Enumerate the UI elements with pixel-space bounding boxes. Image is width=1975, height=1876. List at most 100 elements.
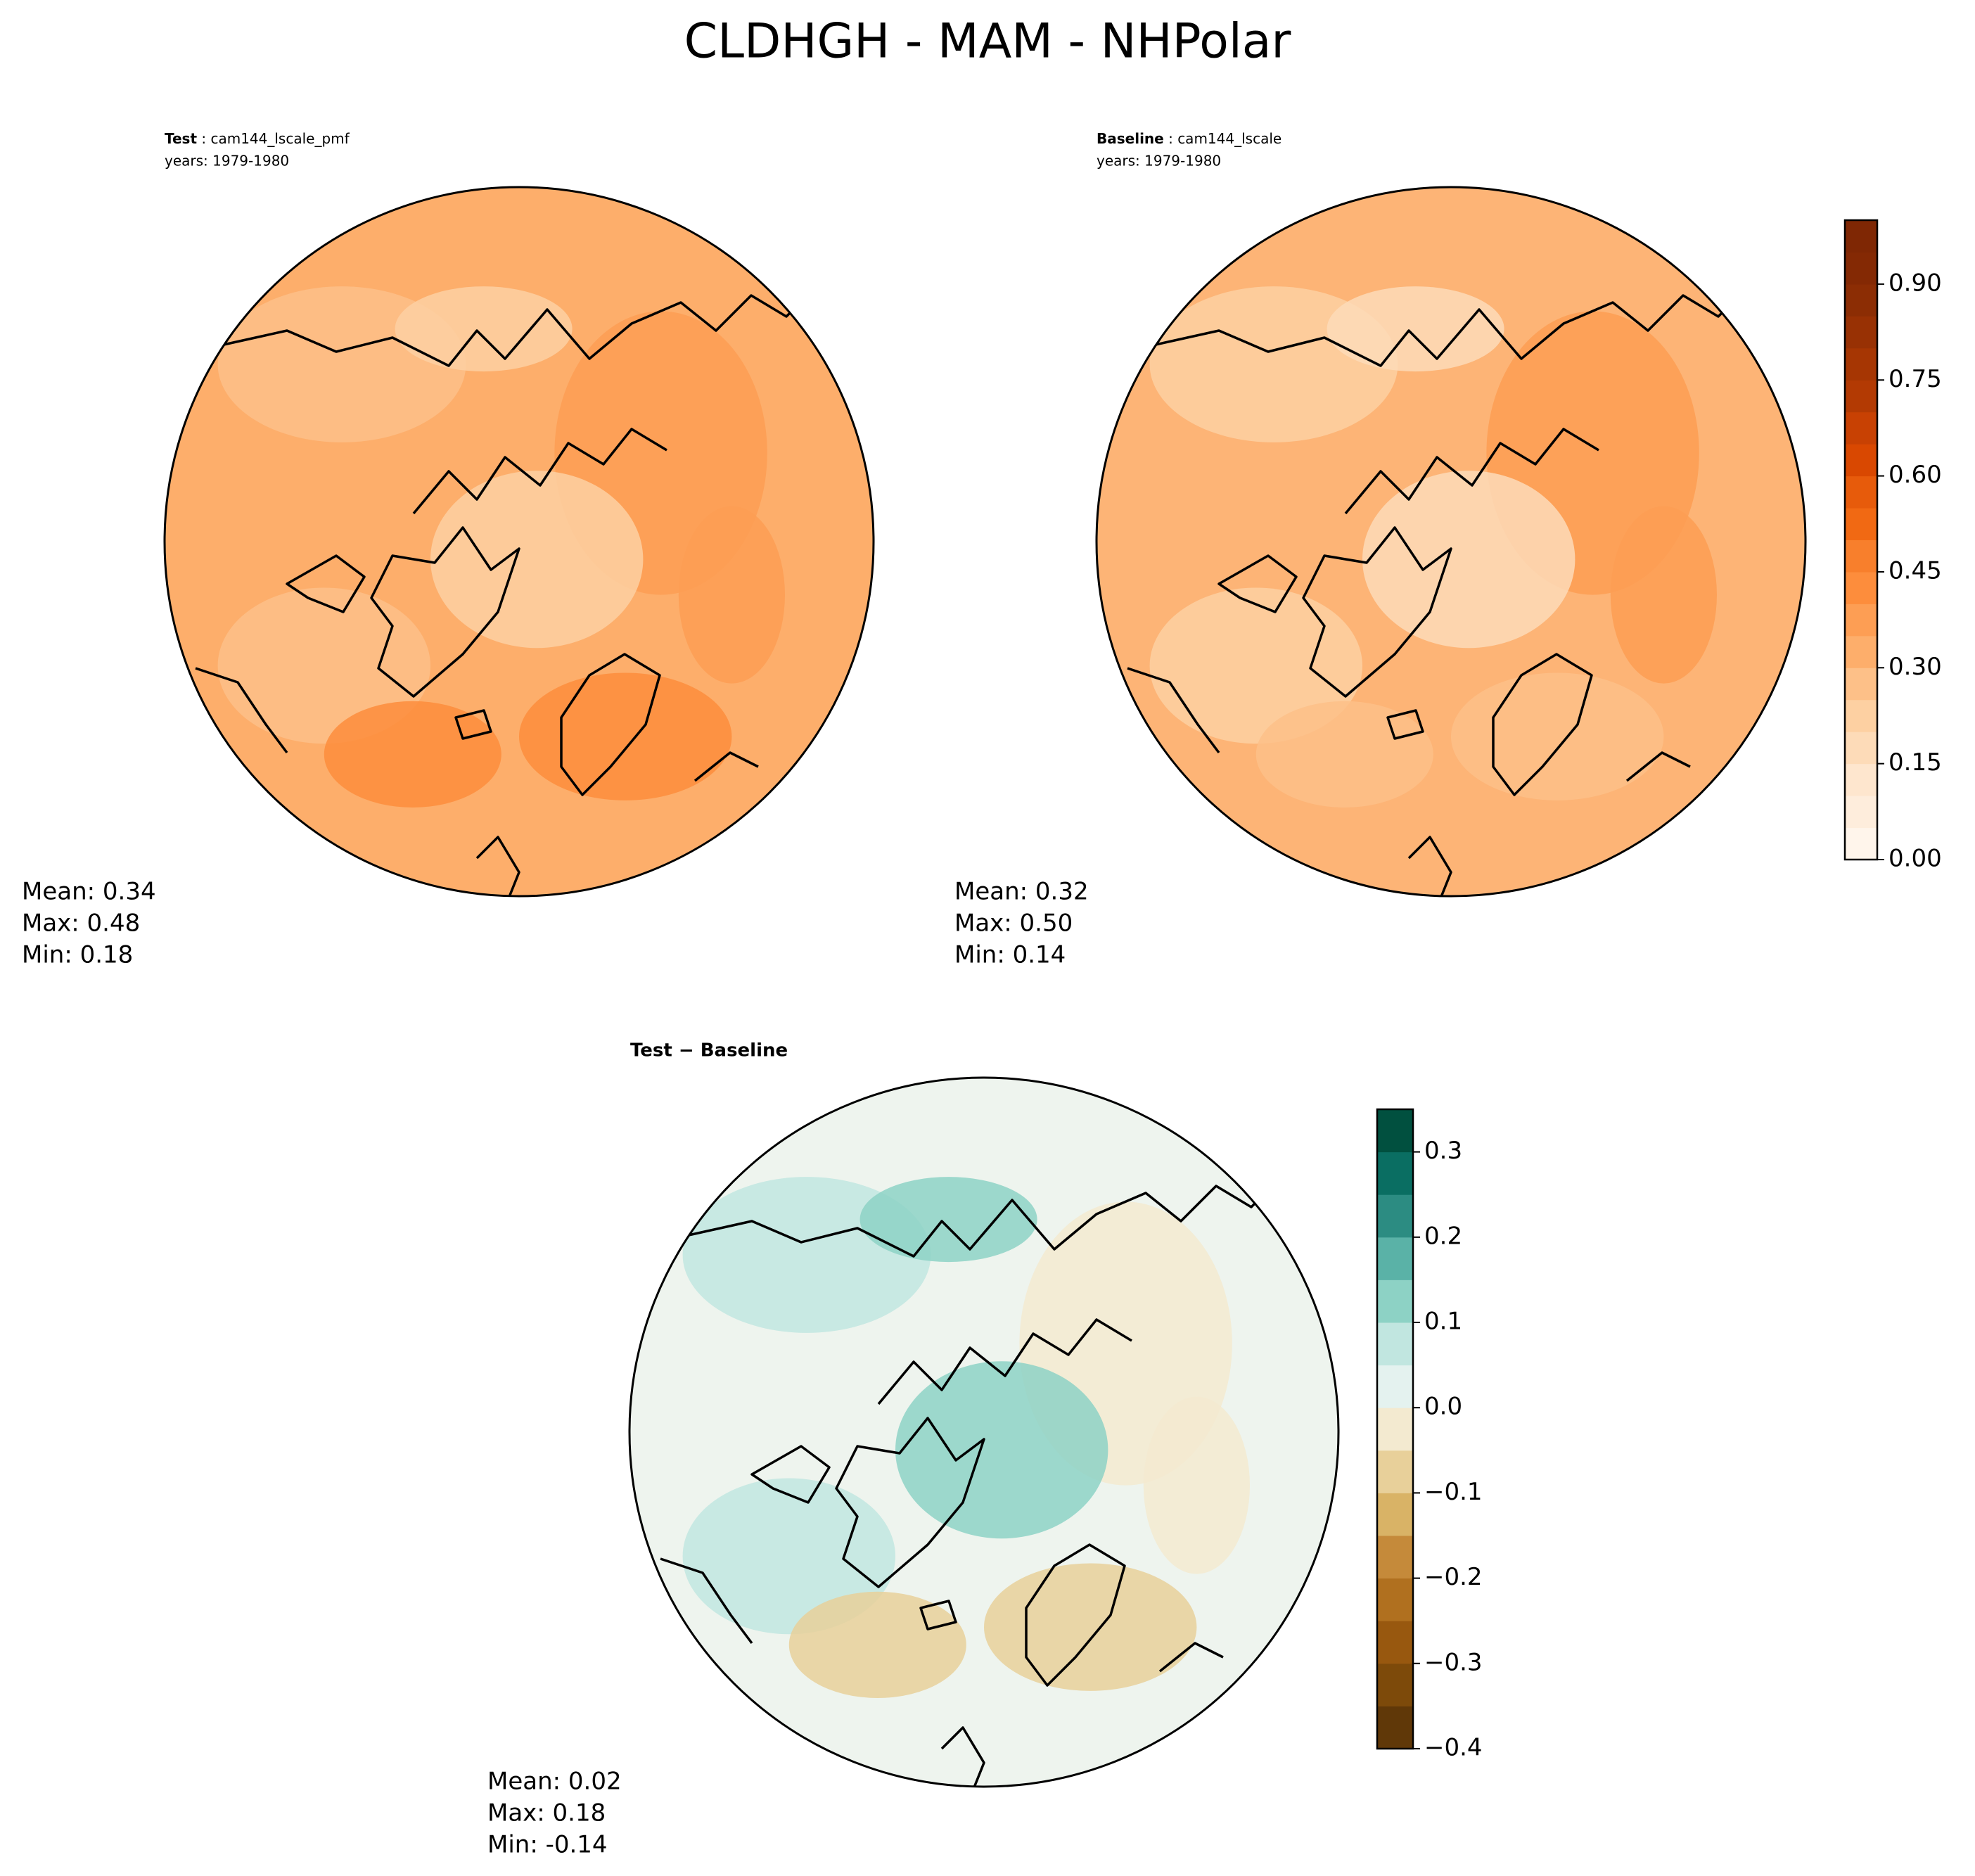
colorbar-band — [1845, 604, 1877, 637]
colorbar-frame — [1376, 1108, 1414, 1750]
panel-label-name: cam144_lscale — [1177, 130, 1281, 147]
colorbar-band — [1377, 1322, 1413, 1366]
colorbar-tick-label: −0.2 — [1424, 1563, 1483, 1591]
colorbar-band — [1845, 476, 1877, 509]
colorbar-band — [1845, 347, 1877, 381]
map-contour — [859, 1177, 1037, 1263]
colorbar-frame — [1843, 219, 1879, 861]
colorbar-band — [1845, 796, 1877, 829]
colorbar-tick-label: 0.60 — [1888, 461, 1942, 489]
colorbar-band — [1845, 508, 1877, 540]
colorbar-tick-label: 0.45 — [1888, 556, 1942, 585]
colorbar-band — [1845, 411, 1877, 445]
colorbar-band — [1845, 571, 1877, 604]
colorbar-band — [1377, 1536, 1413, 1579]
panel-stat: Max: 0.18 — [487, 1799, 606, 1827]
colorbar-tick-label: 0.0 — [1424, 1393, 1462, 1421]
map-contour — [678, 506, 785, 684]
panel-years: years: 1979-1980 — [1097, 153, 1221, 170]
maps: Test : cam144_lscale_pmf years: 1979-1980… — [22, 130, 1942, 1859]
map-boundary — [628, 1076, 1340, 1788]
map-contour — [1610, 506, 1717, 684]
colorbar-band — [1845, 540, 1877, 573]
colorbar-band — [1377, 1408, 1413, 1451]
colorbar-band — [1377, 1365, 1413, 1408]
map-contour — [430, 471, 644, 649]
colorbar-band — [1845, 668, 1877, 701]
map-boundary — [1095, 186, 1807, 898]
map-boundary — [163, 186, 875, 898]
colorbar-tick-label: −0.4 — [1424, 1734, 1483, 1762]
map — [1097, 187, 1805, 896]
map-contour — [788, 1591, 966, 1698]
colorbar-tick-label: 0.30 — [1888, 653, 1942, 681]
panel-label-sep: : — [1164, 130, 1177, 147]
colorbar-tick-label: 0.15 — [1888, 748, 1942, 777]
colorbar-band — [1845, 732, 1877, 765]
colorbar-tick-label: 0.00 — [1888, 845, 1942, 873]
colorbar-band — [1845, 699, 1877, 732]
map-contour — [1143, 1396, 1250, 1574]
colorbar: −0.4 −0.3 −0.2 −0.1 0.0 0.1 0.2 0.3 — [1376, 1108, 1483, 1762]
colorbar-tick-label: −0.1 — [1424, 1478, 1483, 1506]
colorbar-band — [1377, 1450, 1413, 1493]
panel-stat: Max: 0.50 — [954, 910, 1073, 938]
map-contour — [984, 1563, 1197, 1691]
colorbar-band — [1377, 1280, 1413, 1323]
map-contour — [1362, 471, 1575, 649]
map — [165, 187, 874, 896]
map-contour — [519, 672, 732, 800]
panel-stat: Mean: 0.34 — [22, 878, 156, 906]
map-contour — [1255, 701, 1433, 808]
colorbar-band — [1377, 1194, 1413, 1238]
panel-stat: Mean: 0.02 — [487, 1768, 622, 1796]
colorbar-band — [1845, 316, 1877, 349]
colorbar-band — [1377, 1578, 1413, 1621]
colorbar-band — [1845, 380, 1877, 413]
panel-stat: Max: 0.48 — [22, 910, 140, 938]
colorbar-band — [1845, 763, 1877, 796]
map-contour — [217, 587, 430, 744]
colorbar-band — [1377, 1621, 1413, 1664]
colorbar-tick-label: 0.75 — [1888, 365, 1942, 393]
colorbar-band — [1377, 1493, 1413, 1536]
colorbar-band — [1845, 283, 1877, 317]
map-contour — [324, 701, 501, 808]
colorbar-band — [1845, 444, 1877, 477]
map-contour — [395, 286, 573, 372]
colorbar-tick-label: 0.2 — [1424, 1222, 1462, 1250]
panel-stat: Min: 0.18 — [22, 941, 133, 969]
panel-stat: Mean: 0.32 — [954, 878, 1089, 906]
colorbar: 0.00 0.15 0.30 0.45 0.60 0.75 0.90 — [1843, 219, 1942, 873]
map-contour — [1149, 587, 1363, 744]
panel-label: Test − Baseline — [630, 1040, 788, 1061]
panel-label: Baseline : cam144_lscale — [1097, 130, 1281, 147]
panel-years: years: 1979-1980 — [165, 153, 289, 170]
map — [629, 1078, 1338, 1787]
map-contour — [1327, 286, 1504, 372]
panel-label: Test : cam144_lscale_pmf — [165, 130, 350, 147]
colorbar-tick-label: −0.3 — [1424, 1648, 1483, 1676]
colorbar-band — [1845, 252, 1877, 285]
colorbar-tick-label: 0.90 — [1888, 269, 1942, 297]
colorbar-band — [1377, 1237, 1413, 1280]
colorbar-band — [1845, 220, 1877, 253]
colorbar-band — [1377, 1706, 1413, 1749]
panel-label-bold: Baseline — [1097, 130, 1164, 147]
colorbar-band — [1377, 1151, 1413, 1195]
panel-stat: Min: -0.14 — [487, 1831, 608, 1859]
panel-label-name: cam144_lscale_pmf — [210, 130, 350, 147]
panel-stat: Min: 0.14 — [954, 941, 1066, 969]
colorbar-band — [1845, 827, 1877, 860]
map-contour — [682, 1478, 895, 1635]
colorbar-tick-label: 0.3 — [1424, 1137, 1462, 1165]
map-contour — [895, 1361, 1108, 1539]
panel-label-bold: Test — [165, 130, 197, 147]
colorbar-band — [1845, 635, 1877, 668]
colorbar-band — [1377, 1109, 1413, 1153]
colorbar-tick-label: 0.1 — [1424, 1308, 1462, 1336]
panel-label-sep: : — [197, 130, 210, 147]
colorbar-band — [1377, 1663, 1413, 1706]
figure-title: CLDHGH - MAM - NHPolar — [684, 14, 1291, 70]
